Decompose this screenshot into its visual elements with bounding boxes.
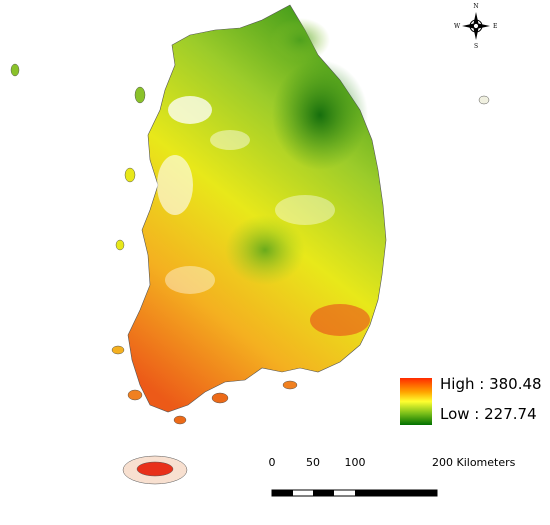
compass-east: E — [493, 23, 497, 30]
scale-label: 0 — [269, 456, 276, 469]
compass-west: W — [454, 23, 461, 30]
scale-label: 100 — [345, 456, 366, 469]
legend-low: Low : 227.74 — [440, 405, 537, 423]
scale-label: 200 Kilometers — [432, 456, 516, 469]
compass-south: S — [474, 43, 478, 50]
scale-bar: 0 50 100 200 Kilometers — [269, 456, 516, 497]
scale-label: 50 — [306, 456, 320, 469]
compass-north: N — [473, 3, 478, 10]
islands — [10, 63, 490, 485]
legend-high: High : 380.48 — [440, 375, 542, 393]
compass: N S E W — [454, 3, 497, 50]
legend: High : 380.48 Low : 227.74 — [400, 375, 542, 425]
peninsula — [127, 4, 387, 413]
legend-gradient — [400, 378, 432, 425]
